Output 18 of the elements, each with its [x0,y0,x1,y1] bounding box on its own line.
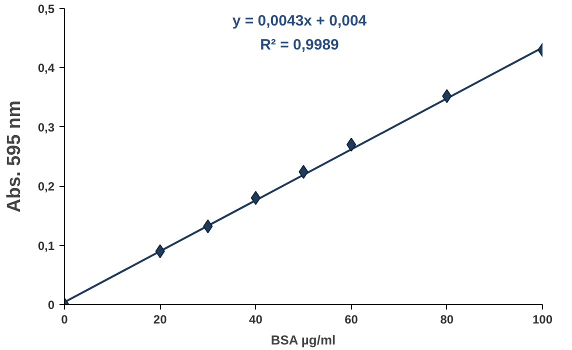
annotation: R² = 0,9989 [260,36,339,54]
x-tick-label: 0 [61,312,68,326]
y-tick-label: 0,1 [38,238,55,253]
point [250,190,261,205]
y-axis-title: Abs. 595 nm [4,100,25,212]
x-axis-title: BSA µg/ml [270,332,336,348]
x-tick-label: 60 [344,312,358,326]
y-tick-label: 0,5 [38,2,55,16]
annotation: y = 0,0043x + 0,004 [232,12,368,30]
point [346,138,356,152]
x-tick-label: 80 [440,312,454,326]
x-tick-label: 100 [532,312,553,326]
y-tick-label: 0,3 [38,120,55,134]
y-tick-label: 0,2 [38,180,55,194]
y-tick-label: 0 [48,298,55,312]
x-tick-label: 40 [249,312,263,326]
y-tick-label: 0,4 [38,61,55,76]
x-tick-label: 20 [153,312,168,326]
